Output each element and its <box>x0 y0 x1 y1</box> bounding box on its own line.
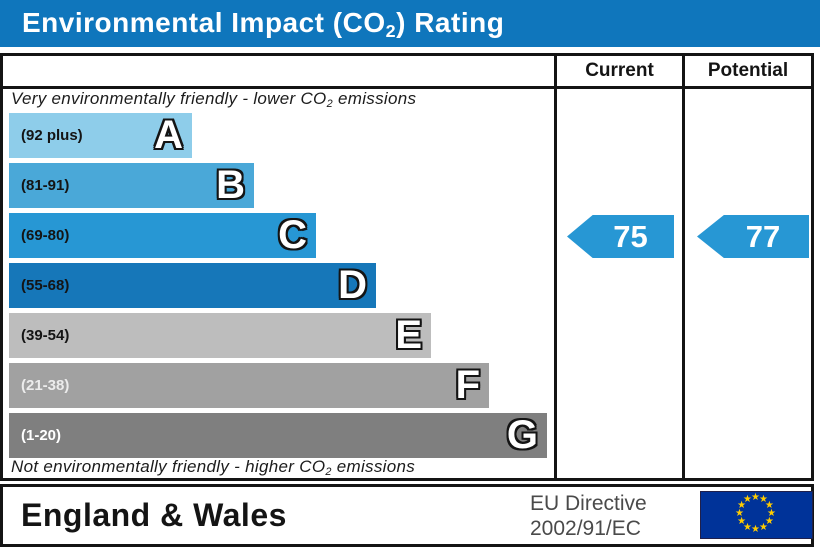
band-letter: F <box>455 363 480 407</box>
footer: England & Wales EU Directive 2002/91/EC … <box>0 484 814 547</box>
eu-star-icon: ★ <box>759 521 768 533</box>
column-divider-potential <box>682 56 685 478</box>
eu-directive-line2: 2002/91/EC <box>530 517 641 540</box>
top-note: Very environmentally friendly - lower CO… <box>11 89 417 111</box>
band-b: (81-91) B <box>9 163 254 208</box>
band-letter: C <box>278 213 307 257</box>
band-letter: D <box>338 263 367 307</box>
region-label: England & Wales <box>21 497 287 533</box>
band-range-label: (1-20) <box>21 427 62 444</box>
eu-star-icon: ★ <box>759 494 768 506</box>
band-c: (69-80) C <box>9 213 316 258</box>
band-range-label: (81-91) <box>21 177 70 194</box>
page-title-text: Environmental Impact (CO <box>22 7 386 38</box>
rating-table: Current Potential Very environmentally f… <box>0 53 814 481</box>
eu-star-icon: ★ <box>751 524 760 535</box>
eu-flag-icon: ★ ★ ★ ★ ★ ★ ★ ★ ★ ★ ★ ★ <box>700 491 813 539</box>
band-letter: G <box>506 413 538 457</box>
band-d: (55-68) D <box>9 263 376 308</box>
bottom-note-suffix: emissions <box>331 457 416 476</box>
band-letter: A <box>154 113 183 157</box>
current-rating-value: 75 <box>613 219 648 254</box>
header-divider <box>3 86 811 89</box>
bottom-note-text: Not environmentally friendly - higher CO <box>11 457 326 476</box>
band-f: (21-38) F <box>9 363 489 408</box>
eu-star-icon: ★ <box>743 494 752 506</box>
eu-star-icon: ★ <box>751 492 760 503</box>
eu-star-icon: ★ <box>735 508 744 519</box>
bottom-note: Not environmentally friendly - higher CO… <box>11 457 416 479</box>
title-bar: Environmental Impact (CO2) Rating <box>0 0 820 47</box>
eu-star-icon: ★ <box>764 516 774 527</box>
eu-star-icon: ★ <box>737 500 747 511</box>
top-note-subscript: 2 <box>326 98 333 111</box>
page-title-suffix: ) Rating <box>396 7 505 38</box>
band-g: (1-20) G <box>9 413 547 458</box>
eu-star-icon: ★ <box>764 500 774 511</box>
bottom-note-subscript: 2 <box>325 466 332 479</box>
top-note-suffix: emissions <box>332 89 417 108</box>
potential-rating-value: 77 <box>745 219 781 254</box>
top-note-text: Very environmentally friendly - lower CO <box>11 89 327 108</box>
column-divider-current <box>554 56 557 478</box>
band-letter: B <box>216 163 245 207</box>
band-a: (92 plus) A <box>9 113 192 158</box>
band-range-label: (69-80) <box>21 227 70 244</box>
band-range-label: (55-68) <box>21 277 70 294</box>
eu-star-icon: ★ <box>737 516 747 527</box>
eu-star-icon: ★ <box>743 521 752 533</box>
eu-directive-line1: EU Directive <box>530 492 647 515</box>
column-header-potential: Potential <box>707 60 789 81</box>
bands: (92 plus) A (81-91) B (69-80) C (55-68) D (39-54… <box>9 113 554 463</box>
eu-star-icon: ★ <box>767 508 776 519</box>
band-letter: E <box>395 313 422 357</box>
potential-rating-arrow: 77 <box>697 215 809 258</box>
band-range-label: (39-54) <box>21 327 70 344</box>
band-range-label: (21-38) <box>21 377 70 394</box>
band-e: (39-54) E <box>9 313 431 358</box>
band-range-label: (92 plus) <box>21 127 83 144</box>
current-rating-arrow: 75 <box>567 215 674 258</box>
page-title: Environmental Impact (CO2) Rating <box>0 0 820 49</box>
page-title-subscript: 2 <box>385 21 397 42</box>
column-header-current: Current <box>585 60 654 81</box>
eu-directive-label: EU Directive 2002/91/EC <box>530 491 647 541</box>
